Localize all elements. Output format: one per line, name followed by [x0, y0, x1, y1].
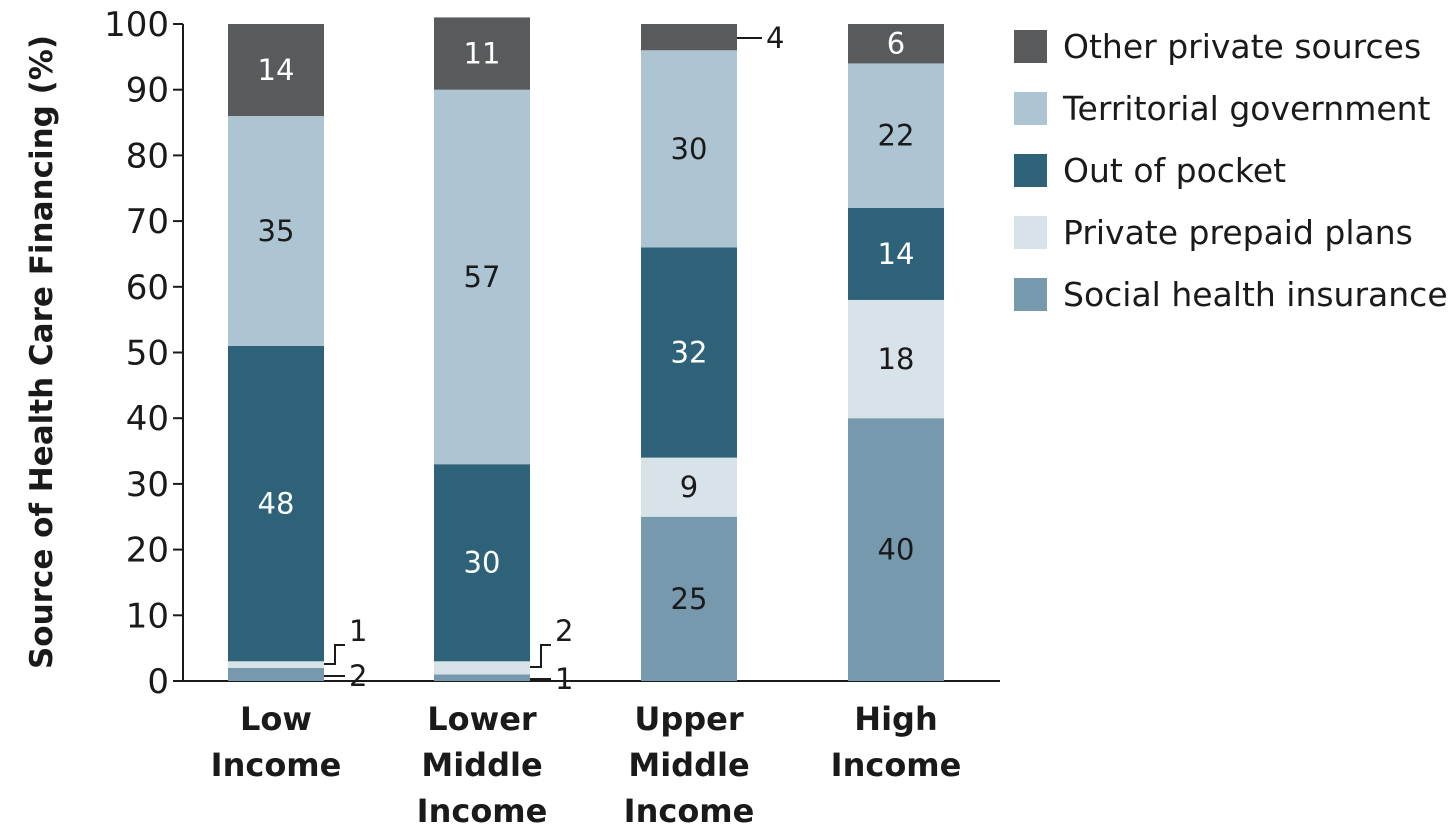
bar-segment [848, 63, 944, 208]
legend-swatch [1014, 278, 1047, 311]
y-axis: 0 10 20 30 40 50 60 70 80 90 100 [104, 5, 1000, 702]
callout-label: 1 [349, 614, 367, 648]
x-category-label: Middle [421, 746, 542, 784]
y-tick-label: 80 [126, 136, 169, 176]
x-category-label: Middle [628, 746, 749, 784]
bar-segment [641, 457, 737, 517]
y-tick-label: 20 [126, 531, 169, 571]
x-axis-labels: Low Income Lower Middle Income Upper Middle Inc… [211, 700, 962, 830]
callout-label: 2 [555, 614, 573, 648]
x-category-label: Income [831, 746, 962, 784]
legend-swatch [1014, 92, 1047, 125]
data-label: 30 [464, 546, 501, 580]
bar-segment [434, 89, 530, 465]
x-category-label: Low [240, 700, 312, 738]
x-category-label: Upper [634, 700, 744, 738]
bar-segment [641, 24, 737, 51]
data-label: 9 [680, 470, 698, 504]
y-tick-label: 40 [126, 399, 169, 439]
data-label: 6 [887, 27, 905, 61]
legend-swatch [1014, 216, 1047, 249]
callout-label: 2 [349, 659, 367, 693]
data-label: 57 [464, 260, 501, 294]
bar-segment [641, 247, 737, 458]
bar-segment [848, 418, 944, 681]
callout-label: 1 [555, 662, 573, 696]
legend-label: Private prepaid plans [1063, 213, 1413, 252]
bars [228, 17, 944, 681]
y-tick-label: 10 [126, 596, 169, 636]
y-tick-label: 60 [126, 268, 169, 308]
segment-labels: 48 35 14 30 57 11 25 9 32 30 40 18 14 22 6 [258, 27, 915, 616]
legend: Other private sources Territorial governm… [1014, 27, 1448, 314]
bar-segment [228, 115, 324, 346]
bar-segment [228, 661, 324, 668]
bar-segment [434, 674, 530, 681]
data-label: 40 [878, 533, 915, 567]
x-category-label: Lower [427, 700, 537, 738]
legend-swatch [1014, 30, 1047, 63]
data-label: 32 [671, 336, 708, 370]
data-label: 35 [258, 214, 295, 248]
x-category-label: Income [624, 792, 755, 830]
bar-segment [228, 24, 324, 116]
bar-segment [641, 50, 737, 248]
callout-leader [530, 644, 551, 668]
bar-segment [641, 516, 737, 681]
data-label: 48 [258, 487, 295, 521]
bar-segment [434, 17, 530, 90]
y-axis-title: Source of Health Care Financing (%) [24, 35, 60, 669]
y-tick-label: 50 [126, 334, 169, 374]
callout-label: 4 [766, 21, 784, 55]
legend-label: Territorial government [1062, 89, 1431, 128]
legend-label: Other private sources [1063, 27, 1421, 66]
data-label: 18 [878, 342, 915, 376]
data-label: 22 [878, 119, 915, 153]
y-tick-label: 100 [104, 5, 169, 45]
y-tick-label: 30 [126, 465, 169, 505]
data-label: 30 [671, 132, 708, 166]
bar-segment [434, 661, 530, 675]
bar-segment [848, 207, 944, 300]
y-tick-label: 70 [126, 202, 169, 242]
legend-swatch [1014, 154, 1047, 187]
x-category-label: Income [417, 792, 548, 830]
callouts: 1 2 2 1 4 [324, 21, 784, 696]
y-tick-label: 0 [147, 662, 169, 702]
callout-leader [324, 644, 345, 665]
data-label: 14 [258, 53, 295, 87]
data-label: 11 [464, 37, 501, 71]
bar-segment [848, 299, 944, 419]
legend-label: Social health insurance [1063, 275, 1448, 314]
bar-segment [848, 24, 944, 64]
y-tick-label: 90 [126, 71, 169, 111]
legend-label: Out of pocket [1063, 151, 1286, 190]
data-label: 14 [878, 237, 915, 271]
x-category-label: High [854, 700, 937, 738]
x-category-label: Income [211, 746, 342, 784]
bar-segment [228, 345, 324, 662]
bar-segment [228, 667, 324, 681]
data-label: 25 [671, 582, 708, 616]
bar-segment [434, 464, 530, 662]
